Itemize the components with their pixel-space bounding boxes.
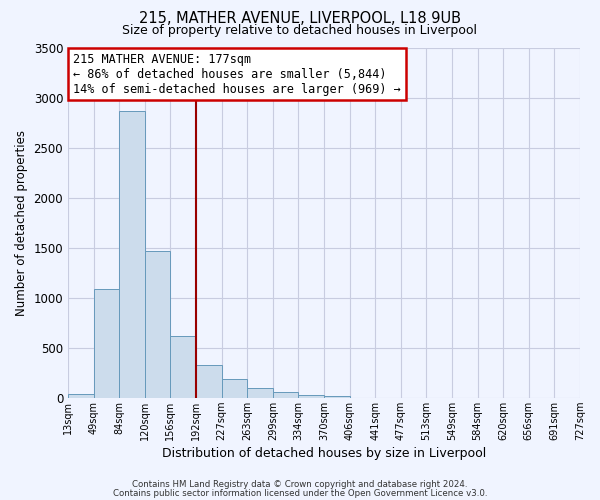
Text: Contains HM Land Registry data © Crown copyright and database right 2024.: Contains HM Land Registry data © Crown c… — [132, 480, 468, 489]
Text: 215, MATHER AVENUE, LIVERPOOL, L18 9UB: 215, MATHER AVENUE, LIVERPOOL, L18 9UB — [139, 11, 461, 26]
Bar — [247, 388, 273, 398]
Bar — [68, 394, 94, 398]
Bar — [221, 379, 247, 398]
Bar — [196, 365, 221, 398]
X-axis label: Distribution of detached houses by size in Liverpool: Distribution of detached houses by size … — [162, 447, 486, 460]
Bar — [324, 396, 350, 398]
Y-axis label: Number of detached properties: Number of detached properties — [15, 130, 28, 316]
Text: Contains public sector information licensed under the Open Government Licence v3: Contains public sector information licen… — [113, 488, 487, 498]
Bar — [145, 250, 170, 398]
Bar — [298, 395, 324, 398]
Text: 215 MATHER AVENUE: 177sqm
← 86% of detached houses are smaller (5,844)
14% of se: 215 MATHER AVENUE: 177sqm ← 86% of detac… — [73, 53, 401, 96]
Bar — [170, 336, 196, 398]
Text: Size of property relative to detached houses in Liverpool: Size of property relative to detached ho… — [122, 24, 478, 37]
Bar — [119, 110, 145, 398]
Bar — [94, 288, 119, 398]
Bar — [273, 392, 298, 398]
